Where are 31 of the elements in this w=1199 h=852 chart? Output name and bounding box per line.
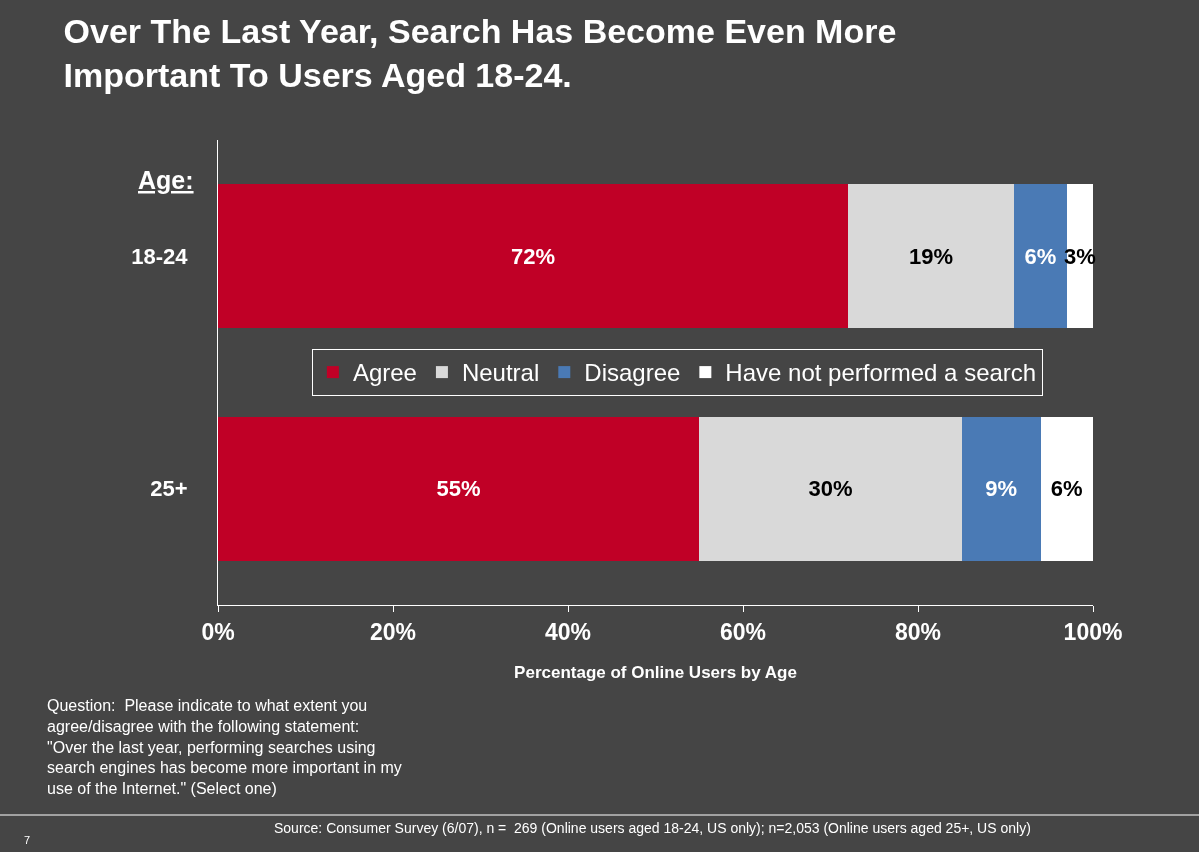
data-label: 6% — [1050, 476, 1083, 502]
bar — [218, 416, 700, 561]
legend-label: Agree — [352, 359, 417, 387]
data-label: 19% — [909, 243, 954, 269]
data-label: 9% — [985, 476, 1018, 502]
bar — [699, 416, 962, 561]
data-label: 72% — [510, 243, 556, 269]
x-tick-label: 80% — [894, 618, 942, 645]
legend-label: Have not performed a search — [725, 359, 1037, 387]
x-axis-title: Percentage of Online Users by Age — [514, 663, 797, 682]
y-tick-label: 18-24 — [131, 243, 189, 269]
x-tick-label: 20% — [369, 618, 417, 645]
bar — [1040, 416, 1093, 561]
data-label: 6% — [1024, 243, 1057, 269]
text: Question: Please indicate to what extent you agree/disagree with the following statement: "Over the last year, performing searches using search engines has become more important in my use of the Internet." (Select one) — [47, 697, 402, 798]
source-note: Source: Consumer Survey (6/07), n = 269 (Online users aged 18-24, US only); n=2,053 (Online users aged 25+, US only) — [274, 820, 1031, 836]
bar — [848, 184, 1015, 329]
data-label: 30% — [808, 476, 853, 502]
text: 7 — [24, 834, 31, 846]
bar — [218, 184, 848, 329]
x-tick-label: 0% — [201, 618, 235, 645]
x-tick-label: 40% — [544, 618, 592, 645]
x-tick-label: 100% — [1063, 618, 1123, 645]
bar — [961, 416, 1041, 561]
legend-label: Neutral — [461, 359, 540, 387]
y-axis-title: Age: — [138, 166, 194, 194]
legend-label: Disagree — [584, 359, 681, 387]
data-label: 55% — [436, 476, 481, 502]
chart-title: Over The Last Year, Search Has Become Even More Important To Users Aged 18-24. — [63, 11, 897, 94]
x-tick-label: 60% — [719, 618, 767, 645]
y-tick-label: 25+ — [150, 476, 188, 502]
